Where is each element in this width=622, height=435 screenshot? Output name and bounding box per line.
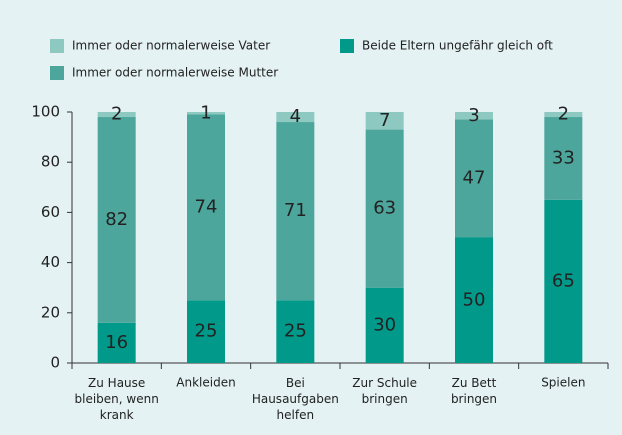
value-label: 25 — [284, 321, 307, 342]
value-label: 47 — [463, 168, 486, 189]
bar-segment — [544, 199, 583, 363]
bar-segment — [544, 117, 583, 200]
y-tick-label: 80 — [41, 153, 60, 171]
y-tick-label: 0 — [50, 354, 60, 372]
value-label: 2 — [111, 104, 122, 125]
x-tick-label: Spielen — [541, 376, 585, 390]
legend-swatch — [340, 39, 354, 53]
value-label: 2 — [558, 104, 569, 125]
bar-segment — [276, 122, 315, 301]
legend-label: Immer oder normalerweise Vater — [72, 39, 270, 53]
legend-swatch — [50, 66, 64, 80]
bar-segment — [97, 322, 136, 363]
x-tick-label: Bei Hausaufgaben helfen — [252, 376, 339, 422]
value-label: 30 — [373, 314, 396, 335]
bar-segment — [97, 112, 136, 118]
bar-segment — [365, 112, 404, 130]
y-tick-label: 40 — [41, 253, 60, 271]
bar-segment — [97, 117, 136, 323]
value-label: 82 — [105, 209, 128, 230]
x-tick-label: Ankleiden — [176, 376, 235, 390]
value-label: 50 — [463, 289, 486, 310]
bar-segment — [544, 112, 583, 118]
x-tick-label: Zur Schule bringen — [352, 376, 417, 406]
bar-segment — [365, 287, 404, 363]
bar-segment — [187, 300, 225, 363]
value-label: 65 — [552, 270, 575, 291]
value-label: 7 — [379, 110, 390, 131]
value-label: 1 — [200, 102, 211, 123]
value-label: 16 — [105, 332, 128, 353]
value-label: 63 — [373, 198, 396, 219]
y-tick-label: 60 — [41, 203, 60, 221]
bar-segment — [187, 112, 225, 115]
legend-label: Immer oder normalerweise Mutter — [72, 66, 278, 80]
legend-label: Beide Eltern ungefähr gleich oft — [362, 39, 553, 53]
bar-segment — [365, 129, 404, 288]
x-tick-label: Zu Hause bleiben, wenn krank — [75, 376, 159, 422]
y-tick-label: 100 — [31, 103, 60, 121]
value-label: 4 — [290, 106, 301, 127]
legend-swatch — [50, 39, 64, 53]
bar-segment — [276, 300, 315, 363]
value-label: 71 — [284, 200, 307, 221]
value-label: 3 — [468, 105, 479, 126]
x-tick-label: Zu Bett bringen — [451, 376, 497, 406]
bar-segment — [455, 237, 493, 363]
value-label: 74 — [195, 196, 218, 217]
bar-segment — [187, 114, 225, 301]
y-tick-label: 20 — [41, 303, 60, 321]
value-label: 25 — [195, 321, 218, 342]
bar-segment — [455, 119, 493, 238]
value-label: 33 — [552, 147, 575, 168]
bar-segment — [455, 112, 493, 120]
bar-segment — [276, 112, 315, 123]
